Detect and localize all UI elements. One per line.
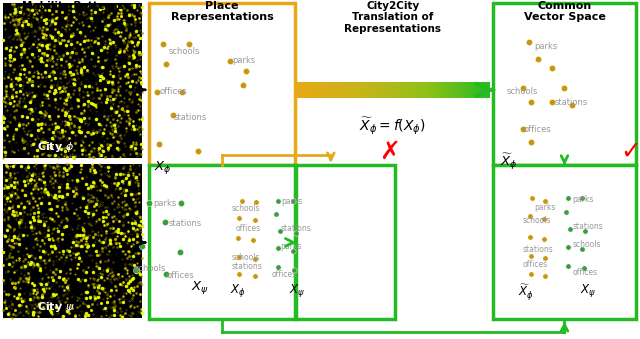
Text: ✓: ✓ (621, 140, 640, 164)
Bar (493, 165, 636, 319)
Text: offices: offices (159, 87, 187, 97)
Text: City2City
Translation of
Representations: City2City Translation of Representations (344, 1, 441, 34)
Text: stations: stations (169, 219, 202, 228)
Text: offices: offices (166, 271, 194, 280)
Text: $X_{\phi}$: $X_{\phi}$ (154, 159, 171, 176)
Text: stations: stations (523, 245, 554, 254)
Text: offices: offices (523, 260, 548, 270)
Text: stations: stations (572, 222, 603, 231)
Text: stations: stations (232, 262, 262, 271)
Text: schools: schools (523, 216, 552, 225)
Text: offices: offices (524, 125, 551, 135)
Text: $X_{\phi}$: $X_{\phi}$ (230, 282, 246, 299)
Text: parks: parks (280, 242, 301, 252)
Text: $X_{\psi}$: $X_{\psi}$ (191, 279, 209, 296)
Bar (3, 164, 142, 318)
Text: stations: stations (280, 224, 311, 234)
Text: schools: schools (232, 204, 260, 213)
Text: schools: schools (232, 253, 260, 262)
Text: City $\psi$: City $\psi$ (36, 300, 74, 314)
Bar (149, 165, 295, 319)
Text: parks: parks (534, 42, 557, 51)
Text: $X_{\psi}$: $X_{\psi}$ (580, 282, 596, 299)
Text: schools: schools (134, 264, 166, 274)
Text: $\widetilde{X}_{\phi} = f(X_{\phi})$: $\widetilde{X}_{\phi} = f(X_{\phi})$ (359, 115, 426, 137)
Text: offices: offices (236, 224, 260, 233)
Text: offices: offices (272, 270, 297, 279)
Text: Mobility Patterns: Mobility Patterns (22, 1, 123, 11)
Text: schools: schools (168, 47, 200, 56)
Text: parks: parks (282, 197, 303, 206)
Text: stations: stations (174, 113, 207, 122)
Text: parks: parks (572, 195, 593, 204)
Bar (296, 165, 395, 319)
Text: parks: parks (232, 56, 255, 65)
Text: stations: stations (554, 98, 588, 107)
Text: schools: schools (507, 87, 538, 97)
Text: Place
Representations: Place Representations (171, 1, 273, 22)
Text: ✗: ✗ (380, 140, 400, 164)
Text: $X_{\psi}$: $X_{\psi}$ (289, 282, 305, 299)
Bar (493, 3, 636, 165)
Text: parks: parks (534, 203, 555, 212)
Text: $\widetilde{X}_{\phi}$: $\widetilde{X}_{\phi}$ (518, 282, 534, 302)
Bar (3, 3, 142, 158)
Text: City $\phi$: City $\phi$ (37, 140, 74, 154)
Text: Common
Vector Space: Common Vector Space (524, 1, 605, 22)
Text: parks: parks (154, 199, 177, 208)
Text: schools: schools (572, 240, 601, 249)
Text: offices: offices (572, 268, 597, 278)
Bar (149, 3, 295, 165)
Text: $\widetilde{X}_{\phi}$: $\widetilde{X}_{\phi}$ (500, 152, 518, 172)
